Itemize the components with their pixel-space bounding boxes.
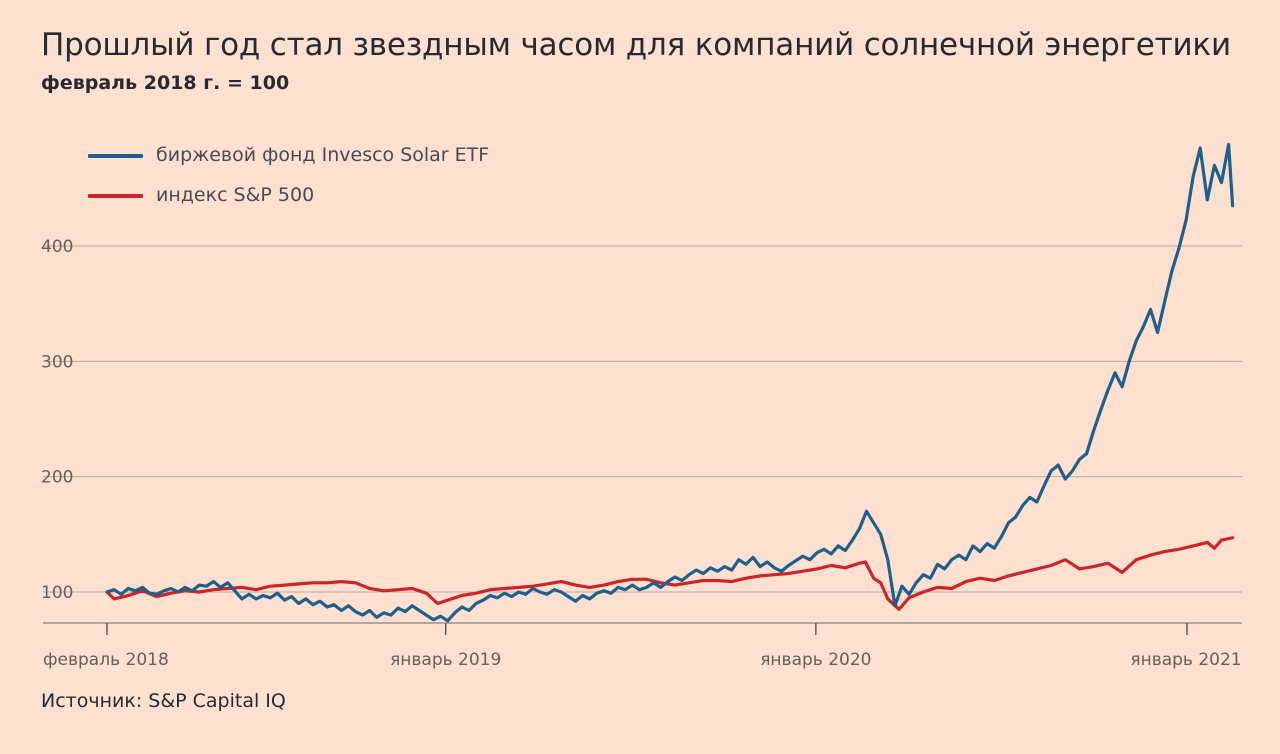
series-line-1 [105, 536, 1235, 611]
source-note: Источник: S&P Capital IQ [41, 690, 286, 712]
legend-label-sp500: индекс S&P 500 [156, 184, 315, 206]
x-tick-label-3: январь 2021 [1130, 650, 1241, 670]
y-tick-label-400: 400 [41, 237, 73, 257]
y-tick-label-100: 100 [41, 583, 73, 603]
legend-swatch-solar [88, 154, 143, 158]
x-tick-label-2: январь 2020 [760, 650, 871, 670]
x-tick-label-1: январь 2019 [390, 650, 501, 670]
x-axis: февраль 2018 январь 2019 январь 2020 январь… [43, 622, 1242, 670]
y-axis-tick-labels: 100 200 300 400 [41, 237, 73, 603]
legend-label-solar: биржевой фонд Invesco Solar ETF [156, 144, 490, 166]
y-tick-label-200: 200 [41, 468, 73, 488]
chart-title: Прошлый год стал звездным часом для комп… [41, 27, 1231, 63]
data-series [105, 142, 1235, 623]
legend-swatch-sp500 [88, 194, 143, 198]
y-tick-label-300: 300 [41, 352, 73, 372]
x-tick-label-0: февраль 2018 [43, 650, 169, 670]
series-line-0 [105, 142, 1235, 623]
y-gridlines [43, 245, 1242, 593]
chart-subtitle: февраль 2018 г. = 100 [41, 72, 290, 94]
